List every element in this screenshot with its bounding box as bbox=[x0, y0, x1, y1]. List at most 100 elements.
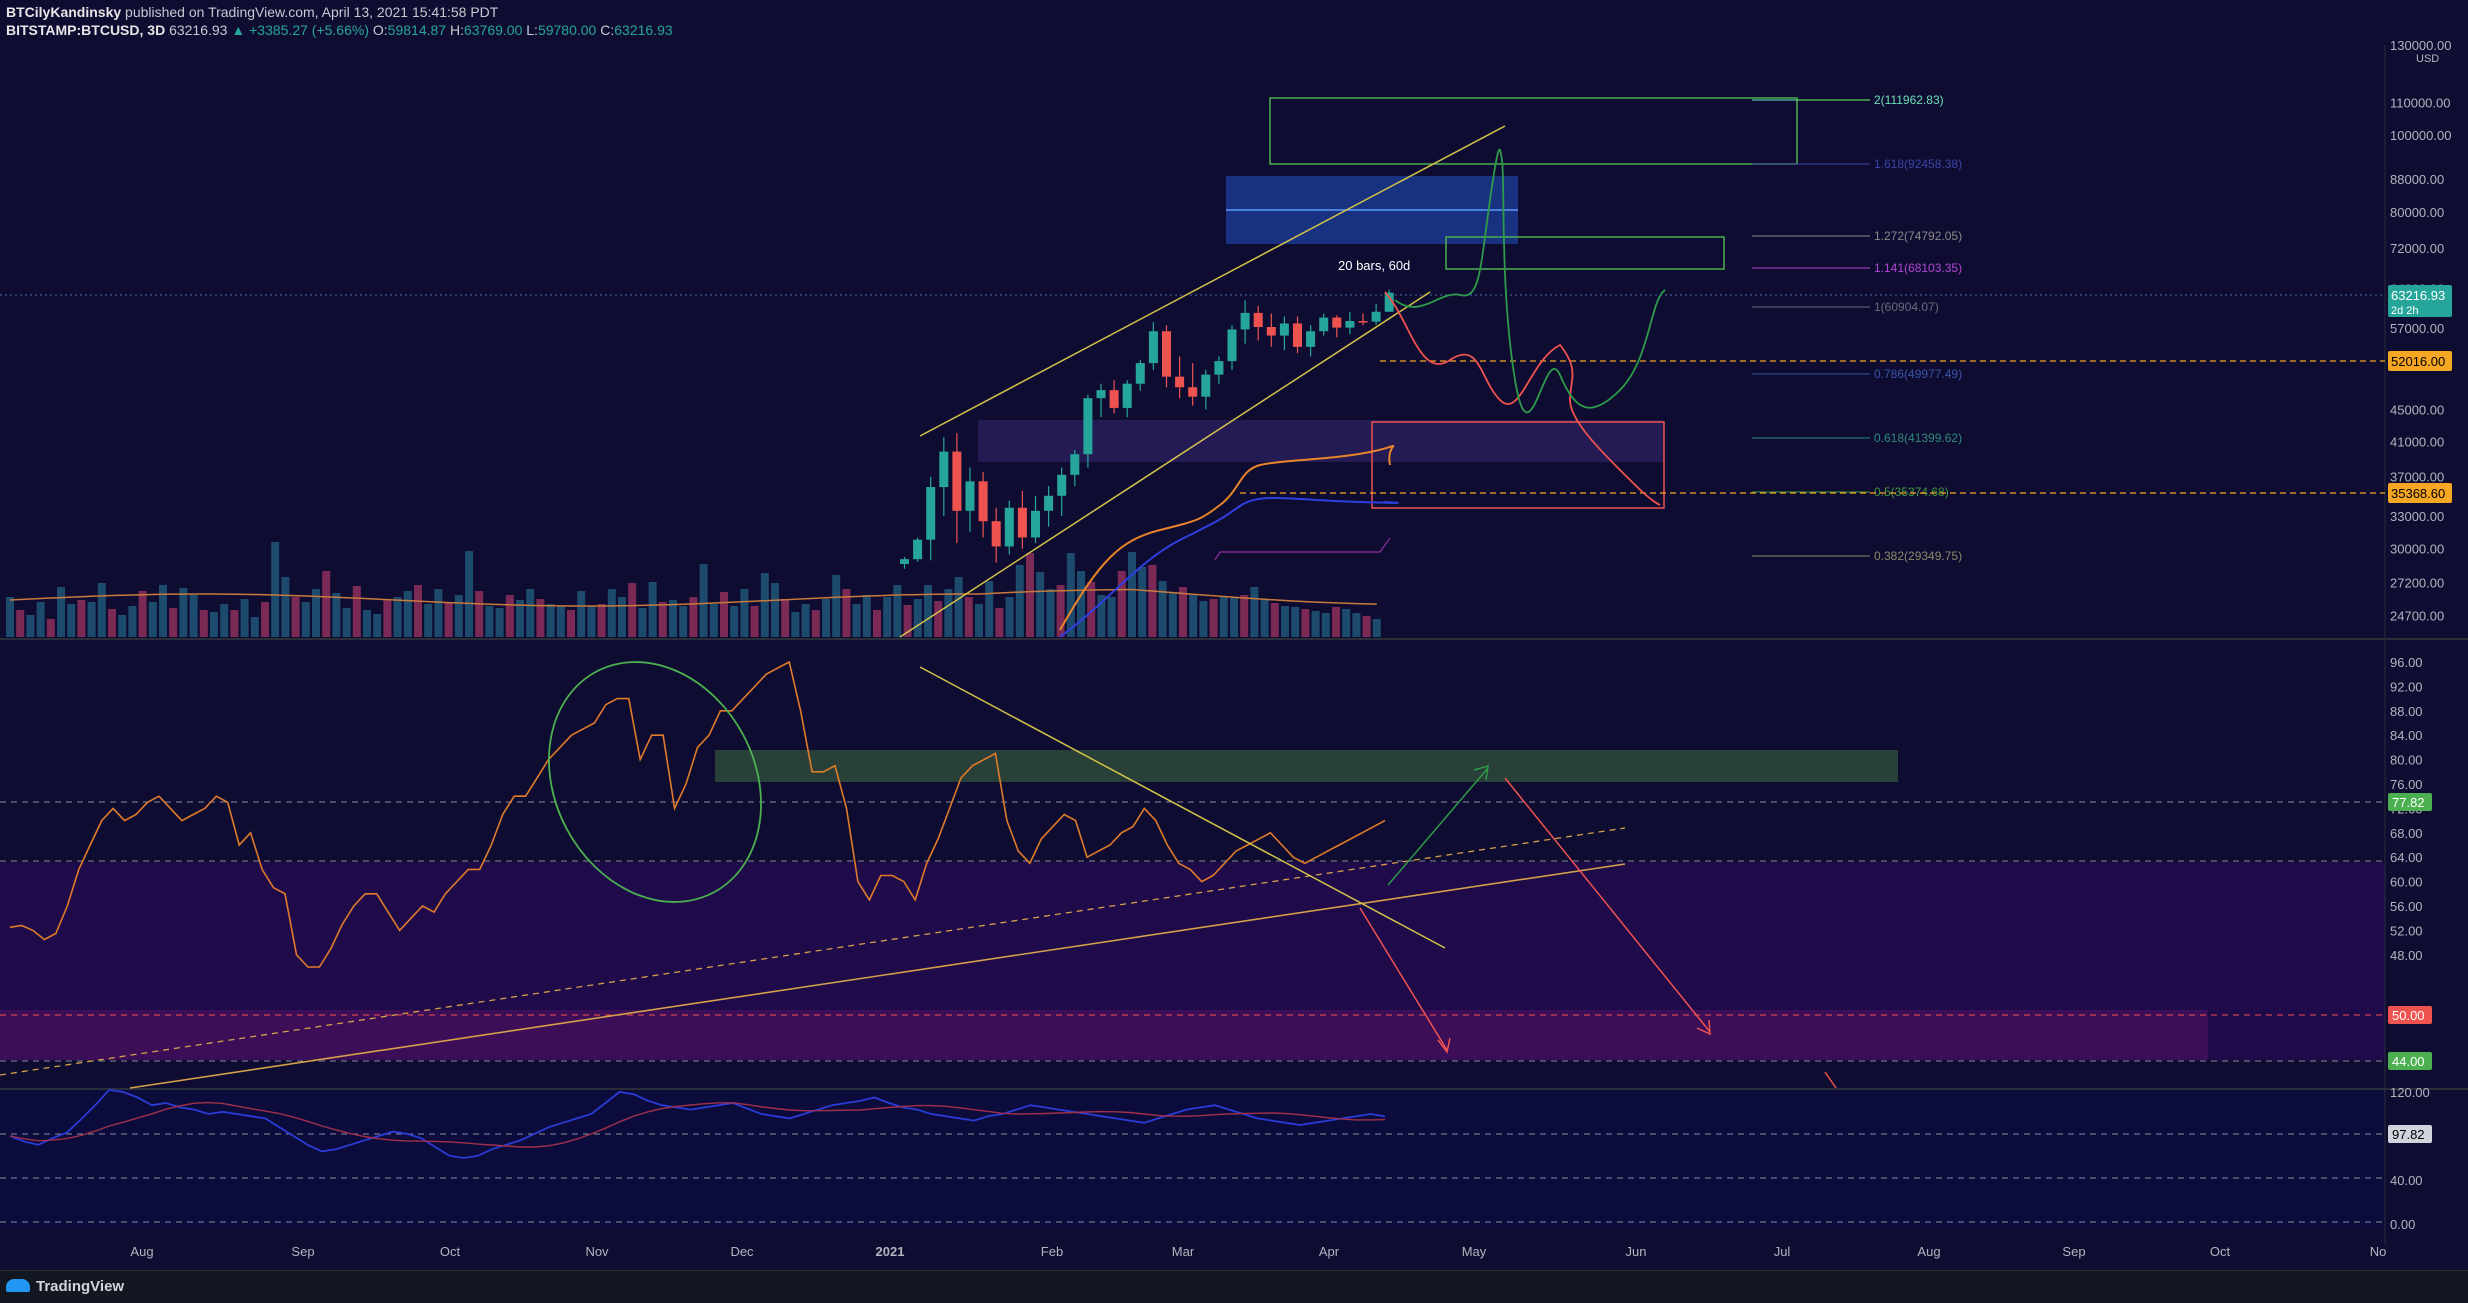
volume-bar bbox=[913, 599, 922, 637]
time-tick-label: Feb bbox=[1041, 1244, 1063, 1259]
volume-bar bbox=[873, 610, 881, 637]
volume-bar bbox=[159, 585, 167, 637]
volume-bar bbox=[1189, 595, 1198, 637]
volume-bar bbox=[924, 585, 932, 637]
fib-box-top bbox=[1269, 97, 1798, 165]
time-tick-label: Jul bbox=[1774, 1244, 1791, 1259]
rsi-tag-bg bbox=[2388, 793, 2432, 811]
candle-body bbox=[1135, 363, 1145, 384]
volume-bar bbox=[1230, 597, 1238, 637]
volume-bar bbox=[1352, 613, 1361, 637]
time-tick-label: Apr bbox=[1319, 1244, 1340, 1259]
currency-label: USD bbox=[2416, 53, 2439, 65]
ma-blue bbox=[1059, 496, 1399, 638]
rsi-bull-arrow-head bbox=[1473, 764, 1489, 781]
candle-body bbox=[1057, 474, 1067, 496]
rsi-tick-label: 52.00 bbox=[2390, 923, 2423, 938]
volume-bar bbox=[1046, 589, 1055, 637]
candle-body bbox=[1201, 374, 1211, 397]
candle-body bbox=[978, 481, 988, 522]
volume-bar bbox=[383, 600, 392, 637]
rsi-tick-label: 84.00 bbox=[2390, 728, 2423, 743]
volume-bar bbox=[607, 589, 616, 637]
price-tag-label: 35368.60 bbox=[2391, 486, 2445, 501]
volume-bar bbox=[1077, 571, 1085, 637]
volume-bar bbox=[587, 606, 596, 637]
volume-bar bbox=[1301, 609, 1310, 637]
ma-purple bbox=[1214, 537, 1391, 561]
volume-bar bbox=[903, 605, 912, 637]
price-tick-label: 30000.00 bbox=[2390, 542, 2444, 557]
cci-signal-line bbox=[9, 1101, 1386, 1148]
volume-bar bbox=[230, 610, 239, 637]
volume-bar bbox=[638, 608, 647, 637]
volume-bar bbox=[352, 586, 361, 637]
rsi-tick-label: 92.00 bbox=[2390, 679, 2423, 694]
time-tick-label: Sep bbox=[291, 1244, 314, 1259]
volume-bar bbox=[312, 589, 320, 637]
candle-body bbox=[1266, 327, 1276, 336]
volume-bar bbox=[148, 602, 157, 637]
rsi-tag-label: 50.00 bbox=[2392, 1008, 2425, 1023]
volume-bar bbox=[118, 615, 127, 637]
volume-bar bbox=[414, 585, 422, 637]
tradingview-logo[interactable]: TradingView bbox=[6, 1278, 124, 1295]
volume-bar bbox=[567, 610, 575, 637]
volume-bar bbox=[1321, 613, 1330, 637]
rsi-tick-label: 60.00 bbox=[2390, 875, 2423, 890]
volume-bar bbox=[67, 604, 76, 637]
volume-bar bbox=[1107, 597, 1116, 637]
symbol-label[interactable]: BITSTAMP:BTCUSD, 3D bbox=[6, 22, 166, 38]
volume-bar bbox=[475, 591, 484, 637]
volume-bar bbox=[26, 615, 35, 637]
time-tick-label: No bbox=[2370, 1244, 2387, 1259]
candle-body bbox=[1096, 390, 1106, 399]
price-tick-label: 110000.00 bbox=[2390, 95, 2451, 110]
volume-bar bbox=[516, 600, 524, 637]
rsi-highlight-ellipse bbox=[548, 661, 762, 903]
candle-body bbox=[1332, 317, 1342, 328]
volume-bar bbox=[740, 589, 749, 637]
candle-body bbox=[1148, 331, 1158, 364]
publish-info: published on TradingView.com, April 13, … bbox=[125, 4, 499, 20]
volume-bar bbox=[403, 591, 412, 637]
rsi-tick-label: 56.00 bbox=[2390, 899, 2423, 914]
volume-bar bbox=[1260, 599, 1269, 637]
volume-bar bbox=[699, 564, 708, 637]
ma-orange bbox=[1059, 444, 1395, 631]
price-tick-label: 33000.00 bbox=[2390, 509, 2444, 524]
volume-bar bbox=[332, 593, 341, 637]
time-tick-label: Oct bbox=[2210, 1244, 2231, 1259]
candle-body bbox=[1188, 387, 1198, 397]
volume-bar bbox=[1342, 609, 1351, 637]
rsi-tick-label: 76.00 bbox=[2390, 777, 2423, 792]
candle-body bbox=[1083, 398, 1093, 455]
author-name[interactable]: BTCilyKandinsky bbox=[6, 4, 122, 20]
fib-label: 2(111962.83) bbox=[1874, 93, 1944, 107]
volume-bar bbox=[862, 595, 871, 637]
channel-lower bbox=[899, 291, 1431, 638]
chart-svg[interactable]: 130000.00 110000.00 100000.00 88000.00 80000… bbox=[0, 0, 2468, 1270]
volume-bar bbox=[1332, 607, 1340, 637]
volume-bar bbox=[934, 601, 943, 637]
price-tag-bg bbox=[2388, 483, 2452, 503]
fib-label: 0.786(49977.49) bbox=[1874, 367, 1962, 381]
rsi-tick-label: 88.00 bbox=[2390, 704, 2423, 719]
volume-bar bbox=[526, 589, 535, 637]
volume-bar bbox=[291, 597, 300, 637]
volume-bar bbox=[128, 606, 137, 637]
rsi-trendline-dashed bbox=[0, 827, 1626, 1076]
volume-bar bbox=[679, 606, 688, 637]
volume-bar bbox=[1219, 597, 1228, 637]
price-tag-bg bbox=[2388, 285, 2452, 317]
volume-bar bbox=[250, 617, 259, 637]
candle-body bbox=[1279, 323, 1289, 336]
volume-bar bbox=[46, 619, 55, 637]
volume-bar bbox=[811, 610, 820, 637]
rsi-tag-label: 44.00 bbox=[2392, 1054, 2425, 1069]
volume-bar bbox=[261, 602, 269, 637]
price-tick-label: 45000.00 bbox=[2390, 402, 2444, 417]
volume-bar bbox=[597, 604, 606, 637]
channel-upper bbox=[919, 125, 1506, 437]
